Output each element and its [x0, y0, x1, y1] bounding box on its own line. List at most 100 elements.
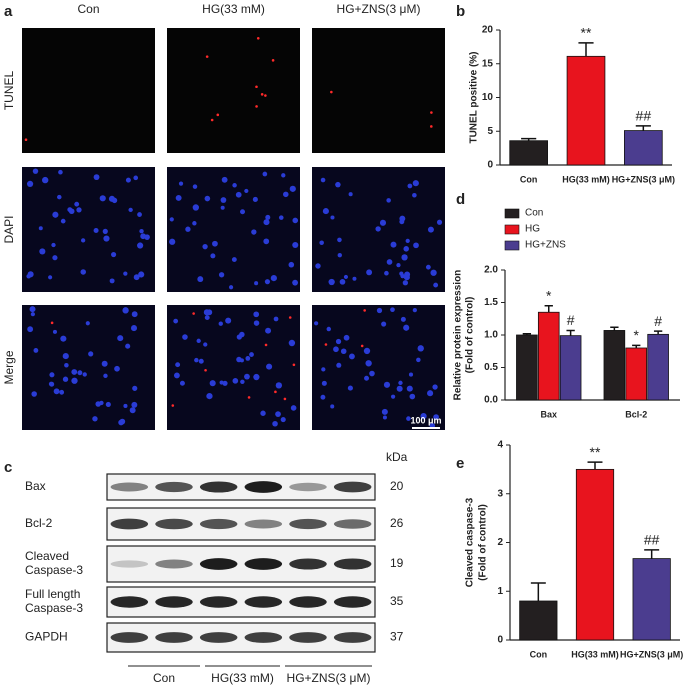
legend-swatch	[504, 224, 520, 235]
apoptotic-nucleus	[171, 404, 175, 407]
nucleus	[326, 326, 331, 332]
nucleus	[433, 282, 439, 288]
nucleus	[427, 226, 434, 233]
nucleus	[129, 407, 136, 414]
apoptotic-nucleus	[363, 309, 366, 312]
error-bar	[644, 549, 660, 559]
row-label: Merge	[2, 350, 16, 384]
band	[333, 632, 372, 643]
nucleus	[340, 348, 347, 355]
band	[333, 481, 372, 493]
nucleus	[232, 378, 239, 384]
error-bar	[653, 330, 663, 335]
nucleus	[62, 376, 69, 382]
y-tick-label: 1.5	[484, 297, 498, 308]
band	[199, 632, 238, 643]
y-tick-label: 1.0	[484, 330, 498, 341]
kda-label: 37	[390, 630, 404, 644]
apoptotic-nucleus	[330, 90, 333, 94]
nucleus	[320, 394, 326, 400]
bar	[632, 558, 671, 641]
band	[155, 632, 193, 643]
nucleus	[315, 263, 321, 269]
nucleus	[330, 404, 335, 409]
apoptotic-nucleus	[271, 59, 275, 62]
blot-label: Caspase-3	[25, 601, 83, 615]
band	[155, 559, 193, 569]
x-tick-label: Bcl-2	[625, 409, 647, 419]
nucleus	[364, 375, 370, 381]
nucleus	[240, 209, 246, 215]
nucleus	[38, 226, 43, 231]
nucleus	[363, 347, 371, 355]
nucleus	[196, 338, 201, 344]
nucleus	[138, 271, 145, 278]
nucleus	[432, 384, 438, 390]
apoptotic-nucleus	[324, 343, 328, 346]
nucleus	[412, 192, 417, 198]
unit-label: kDa	[386, 450, 408, 464]
band	[289, 596, 327, 608]
nucleus	[436, 219, 443, 225]
apoptotic-nucleus	[260, 93, 264, 96]
nucleus	[76, 207, 82, 213]
nucleus	[263, 238, 270, 245]
nucleus	[416, 357, 421, 363]
nucleus	[103, 235, 110, 242]
blot-label: Bcl-2	[25, 516, 53, 530]
nucleus	[379, 219, 387, 226]
nucleus	[288, 261, 295, 268]
nucleus	[320, 177, 326, 183]
nucleus	[244, 188, 249, 194]
y-tick-label: 4	[497, 440, 503, 451]
band	[244, 481, 283, 493]
nucleus	[71, 377, 78, 384]
band	[110, 560, 149, 568]
apoptotic-nucleus	[205, 55, 209, 58]
scale-bar-label: 100 μm	[410, 415, 441, 425]
nucleus	[169, 238, 176, 245]
significance-marker: ##	[636, 108, 652, 124]
nucleus	[417, 345, 424, 352]
panel-label: c	[4, 459, 12, 476]
nucleus	[253, 320, 260, 326]
nucleus	[64, 362, 69, 368]
nucleus	[137, 242, 144, 249]
nucleus	[110, 251, 117, 258]
nucleus	[328, 278, 335, 286]
nucleus	[292, 279, 299, 286]
x-tick-label: HG+ZNS(3 μM)	[620, 649, 683, 659]
nucleus	[52, 211, 59, 218]
blot-label: Full length	[25, 587, 80, 601]
band	[289, 518, 327, 530]
nucleus	[27, 271, 34, 278]
nucleus	[212, 240, 218, 247]
band	[110, 596, 149, 608]
blot	[106, 473, 376, 501]
nucleus	[204, 195, 211, 202]
nucleus	[60, 218, 66, 224]
nucleus	[139, 229, 144, 234]
bar	[509, 140, 548, 166]
nucleus	[335, 181, 341, 188]
nucleus	[128, 207, 133, 213]
nucleus	[403, 324, 410, 331]
nucleus	[67, 207, 73, 213]
nucleus	[272, 420, 278, 427]
nucleus	[390, 307, 395, 313]
nucleus	[192, 204, 200, 211]
nucleus	[253, 373, 260, 381]
apoptotic-nucleus	[255, 105, 258, 108]
nucleus	[396, 385, 403, 392]
nucleus	[349, 353, 355, 360]
nucleus	[381, 408, 388, 415]
nucleus	[343, 334, 350, 341]
nucleus	[251, 229, 257, 235]
nucleus	[169, 217, 174, 222]
nucleus	[222, 380, 228, 386]
nucleus	[185, 226, 191, 232]
kda-label: 20	[390, 479, 404, 493]
kda-label: 35	[390, 594, 404, 608]
apoptotic-nucleus	[216, 113, 220, 117]
nucleus	[105, 401, 111, 408]
